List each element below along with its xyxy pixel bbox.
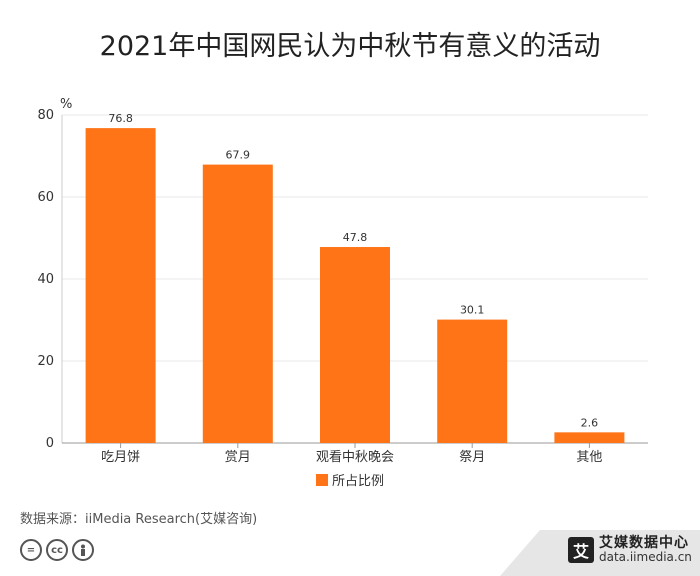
chart-title: 2021年中国网民认为中秋节有意义的活动	[99, 31, 601, 62]
x-tick-label: 赏月	[225, 450, 251, 465]
bar	[554, 432, 625, 443]
bar	[85, 128, 156, 443]
person-icon	[72, 539, 94, 561]
data-label: 2.6	[581, 416, 599, 429]
bar	[437, 319, 508, 443]
data-label: 30.1	[460, 304, 485, 317]
y-unit-label: %	[60, 97, 72, 112]
brand[interactable]: 艾 艾媒数据中心 data.iimedia.cn	[568, 536, 692, 563]
bar	[320, 247, 390, 443]
license-icons: = cc	[20, 539, 94, 561]
x-tick-label: 吃月饼	[101, 449, 140, 465]
source-note: 数据来源：iiMedia Research(艾媒咨询)	[20, 512, 258, 527]
x-tick-label: 祭月	[459, 450, 485, 465]
equals-icon: =	[20, 539, 42, 561]
x-tick-label: 其他	[576, 450, 602, 465]
cc-icon: cc	[46, 539, 68, 561]
bar	[202, 164, 273, 444]
data-label: 47.8	[343, 231, 368, 244]
legend[interactable]: 所占比例	[316, 470, 384, 489]
y-tick-label: 80	[37, 108, 54, 123]
x-tick-label: 观看中秋晚会	[316, 449, 394, 465]
brand-background	[500, 530, 700, 576]
legend-swatch	[316, 473, 328, 486]
y-tick-label: 20	[37, 354, 54, 369]
data-label: 76.8	[108, 112, 133, 125]
data-label: 67.9	[226, 149, 251, 162]
bar-chart: % 0 20 40 60 80 76.8 吃月饼 67.9 赏月 47.8 观看中秋晚会 30.1 祭月 2…	[37, 97, 648, 465]
legend-label: 所占比例	[332, 474, 385, 489]
brand-url: data.iimedia.cn	[599, 549, 692, 564]
y-tick-label: 40	[37, 272, 54, 287]
y-tick-label: 0	[46, 436, 54, 451]
brand-logo: 艾	[568, 536, 594, 563]
brand-name: 艾媒数据中心	[599, 535, 689, 551]
y-tick-label: 60	[37, 190, 54, 205]
